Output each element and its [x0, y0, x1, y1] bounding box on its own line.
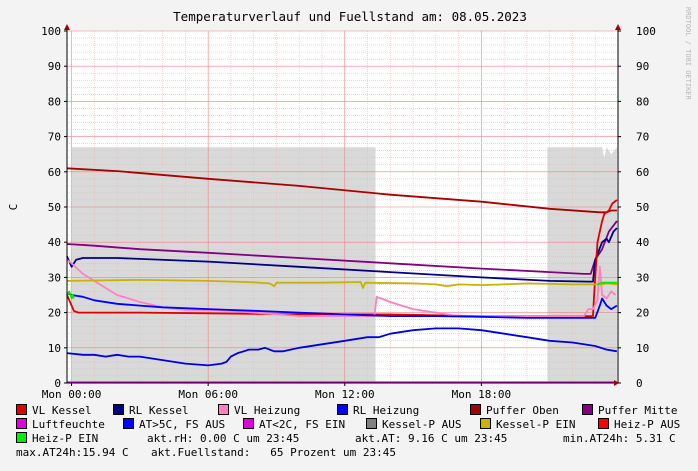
- y-tick-label: 0: [54, 377, 61, 390]
- legend-item-vl-heizung: VL Heizung: [218, 404, 300, 417]
- info-min-at: min.AT24h: 5.31 C: [563, 432, 676, 445]
- legend-item-vl-kessel: VL Kessel: [16, 404, 92, 417]
- legend-item-rl-kessel: RL Kessel: [113, 404, 189, 417]
- legend-item-puffer-oben: Puffer Oben: [470, 404, 559, 417]
- x-tick-label: Mon 00:00: [42, 388, 102, 400]
- legend-label: VL Heizung: [234, 404, 301, 417]
- x-tick-label: Mon 06:00: [178, 388, 238, 400]
- series-line-kessel-p-ein: [66, 279, 617, 289]
- legend-swatch: [366, 418, 377, 429]
- series-line-at-5c-fs-aus: [66, 327, 618, 367]
- legend-row-3: Heiz-P EIN akt.rH: 0.00 C um 23:45 akt.A…: [16, 432, 696, 446]
- y-tick-label: 30: [48, 271, 61, 284]
- series-layer: [66, 167, 618, 384]
- series-line-puffer-mitte: [66, 220, 618, 275]
- legend-swatch: [123, 418, 134, 429]
- y-axis-label: C: [7, 204, 20, 211]
- legend-swatch: [470, 404, 481, 415]
- legend-label: Kessel-P AUS: [382, 418, 462, 431]
- x-tick-label: Mon 18:00: [452, 388, 512, 400]
- y-tick-label: 60: [48, 166, 61, 179]
- y-tick-label: 10: [48, 342, 61, 355]
- x-tick-label: Mon 12:00: [315, 388, 375, 400]
- y-tick-label-right: 30: [636, 271, 649, 284]
- legend-item-at-lt-2c: AT<2C, FS EIN: [243, 418, 345, 431]
- legend-swatch: [480, 418, 491, 429]
- legend-label: Puffer Mitte: [598, 404, 678, 417]
- legend-item-at-gt-5c: AT>5C, FS AUS: [123, 418, 225, 431]
- info-fuellstand: akt.Fuellstand: 65 Prozent um 23:45: [151, 446, 397, 459]
- y-tick-label: 50: [48, 201, 61, 214]
- info-akt-rh: akt.rH: 0.00 C um 23:45: [147, 432, 300, 445]
- legend-item-luftfeuchte: Luftfeuchte: [16, 418, 105, 431]
- y-tick-label-right: 80: [636, 95, 649, 108]
- series-line-heiz-p-ein: [66, 290, 75, 300]
- y-tick-label-right: 20: [636, 307, 649, 320]
- legend-swatch: [16, 432, 27, 443]
- temperature-chart: 0 0 10 10 20 20 30 30 40 40 50 50 60 60 70 70 80 80 90 90 10…: [7, 7, 692, 400]
- legend-label: Puffer Oben: [486, 404, 559, 417]
- y-tick-label-right: 0: [636, 377, 643, 390]
- y-axis-arrow-left: [64, 24, 70, 30]
- fill-level-area: [67, 147, 617, 383]
- legend-label: AT<2C, FS EIN: [259, 418, 346, 431]
- y-axis-arrow-right: [615, 24, 621, 30]
- legend-item-rl-heizung: RL Heizung: [337, 404, 419, 417]
- y-tick-label-right: 90: [636, 60, 649, 73]
- x-axis-arrow: [614, 380, 619, 386]
- legend-swatch: [598, 418, 609, 429]
- legend-swatch: [113, 404, 124, 415]
- series-line-heiz-p-ein: [597, 281, 617, 286]
- chart-title: Temperaturverlauf und Fuellstand am: 08.…: [173, 9, 527, 24]
- y-tick-label: 90: [48, 60, 61, 73]
- y-tick-label-right: 100: [636, 25, 656, 38]
- legend-row-4: max.AT24h:15.94 C akt.Fuellstand: 65 Pro…: [16, 446, 696, 460]
- y-tick-label: 100: [41, 25, 61, 38]
- series-line-rl-kessel: [66, 227, 618, 283]
- y-tick-label: 20: [48, 307, 61, 320]
- legend-label: Heiz-P EIN: [32, 432, 99, 445]
- legend-item-heiz-p-ein: Heiz-P EIN: [16, 432, 98, 445]
- legend-label: RL Kessel: [129, 404, 189, 417]
- legend-swatch: [218, 404, 229, 415]
- legend-label: Kessel-P EIN: [496, 418, 576, 431]
- y-tick-label-right: 50: [636, 201, 649, 214]
- legend-label: VL Kessel: [32, 404, 92, 417]
- y-tick-label: 80: [48, 95, 61, 108]
- fill-level-layer: [67, 147, 617, 383]
- legend-item-kessel-p-ein: Kessel-P EIN: [480, 418, 575, 431]
- legend-label: Luftfeuchte: [32, 418, 105, 431]
- series-line-vl-heizung: [66, 259, 617, 317]
- axes-layer: 0 0 10 10 20 20 30 30 40 40 50 50 60 60 70 70 80 80 90 90 10…: [41, 24, 656, 400]
- y-tick-label: 70: [48, 131, 61, 144]
- series-line-rl-heizung: [66, 292, 618, 319]
- legend-swatch: [16, 418, 27, 429]
- y-tick-label-right: 40: [636, 236, 649, 249]
- legend-label: Heiz-P AUS: [614, 418, 681, 431]
- legend-item-heiz-p-aus: Heiz-P AUS: [598, 418, 680, 431]
- legend-item-kessel-p-aus: Kessel-P AUS: [366, 418, 461, 431]
- y-tick-label-right: 60: [636, 166, 649, 179]
- y-tick-label: 40: [48, 236, 61, 249]
- legend-swatch: [16, 404, 27, 415]
- legend-swatch: [337, 404, 348, 415]
- legend-swatch: [582, 404, 593, 415]
- legend: VL Kessel RL Kessel VL Heizung RL Heizun…: [16, 404, 696, 460]
- legend-label: AT>5C, FS AUS: [139, 418, 226, 431]
- legend-row-1: VL Kessel RL Kessel VL Heizung RL Heizun…: [16, 404, 696, 418]
- rrdtool-watermark: RRDTOOL / TOBI OETIKER: [684, 7, 692, 101]
- legend-swatch: [243, 418, 254, 429]
- y-tick-label-right: 70: [636, 131, 649, 144]
- legend-item-puffer-mitte: Puffer Mitte: [582, 404, 677, 417]
- info-akt-at: akt.AT: 9.16 C um 23:45: [355, 432, 508, 445]
- info-max-at: max.AT24h:15.94 C: [16, 446, 129, 459]
- legend-row-2: Luftfeuchte AT>5C, FS AUS AT<2C, FS EIN …: [16, 418, 696, 432]
- legend-label: RL Heizung: [353, 404, 420, 417]
- y-tick-label-right: 10: [636, 342, 649, 355]
